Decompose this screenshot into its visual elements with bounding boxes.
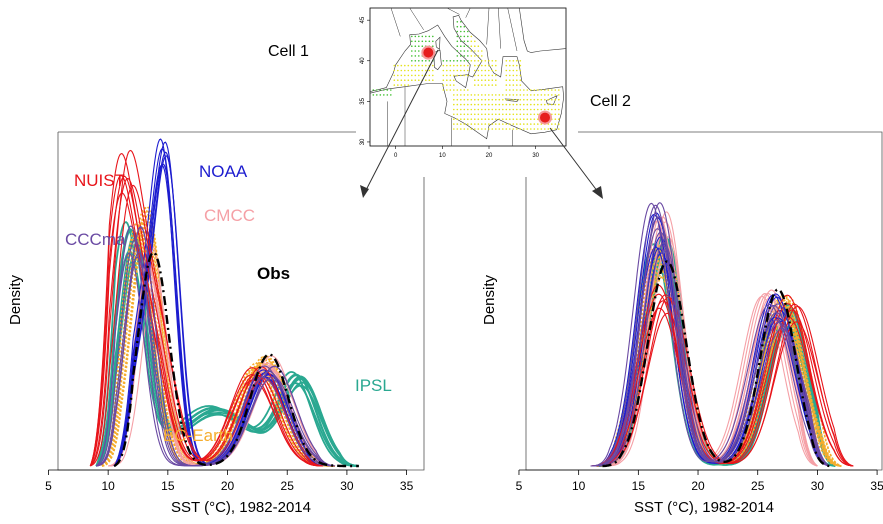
map-lon-tick-label: 20	[486, 153, 493, 159]
label-obs: Obs	[257, 264, 290, 283]
arrow-cell-1-head	[360, 185, 369, 198]
x-tick-label: 5	[45, 479, 52, 493]
density-line-cccma	[95, 252, 335, 467]
map-cell-markers	[421, 45, 552, 125]
x-tick-label: 20	[221, 479, 235, 493]
x-tick-label: 10	[101, 479, 115, 493]
label-noaa: NOAA	[199, 162, 248, 181]
map-lon-tick-label: 0	[394, 153, 398, 159]
density-chart-cell-2: 5 10 15 20 25 30 35	[516, 202, 883, 493]
density-line-obs	[602, 260, 830, 468]
label-ec-earth: EC-Earth	[163, 426, 233, 445]
density-chart-cell-1: 5 10 15 20 25 30 35	[45, 138, 414, 493]
density-line-nuist	[89, 175, 323, 467]
map-lon-tick-label: 10	[439, 153, 446, 159]
right-density-curves	[590, 202, 854, 468]
density-line-cccma	[590, 228, 830, 467]
cell-2-label: Cell 2	[590, 93, 631, 110]
x-tick-label: 5	[516, 479, 523, 493]
label-nuist: NUIST	[74, 171, 125, 190]
density-line-ecearth	[101, 233, 335, 467]
x-tick-label: 20	[691, 479, 705, 493]
density-line-nuist	[89, 192, 323, 467]
right-y-axis-title: Density	[481, 274, 498, 325]
x-tick-label: 30	[811, 479, 825, 493]
map-marker	[538, 110, 552, 125]
map-inset: 30 35 40 45 0 10 20 30	[360, 7, 567, 159]
left-density-curves	[89, 138, 359, 468]
map-marker	[421, 45, 436, 60]
x-tick-label: 25	[281, 479, 295, 493]
map-grid-points	[372, 21, 560, 130]
right-panel-frame	[525, 131, 883, 471]
left-y-axis-title: Density	[7, 274, 24, 325]
x-tick-label: 30	[340, 479, 354, 493]
x-tick-label: 35	[400, 479, 414, 493]
arrow-cell-2-head	[592, 186, 603, 199]
density-line-ecearth	[596, 256, 842, 467]
density-line-nuist	[90, 184, 324, 467]
map-lon-tick-label: 30	[532, 153, 539, 159]
map-lat-tick-label: 45	[360, 16, 366, 23]
map-axes: 30 35 40 45 0 10 20 30	[360, 16, 540, 159]
label-cmcc: CMCC	[204, 206, 255, 225]
map-lat-tick-label: 35	[360, 97, 366, 104]
density-line-ecearth	[101, 236, 335, 467]
x-tick-label: 25	[751, 479, 765, 493]
density-line-obs	[113, 250, 359, 468]
map-coastlines	[369, 7, 567, 146]
map-lat-tick-label: 30	[360, 138, 366, 145]
x-tick-label: 10	[572, 479, 586, 493]
density-line-ecearth	[596, 249, 842, 467]
cell-1-label: Cell 1	[268, 43, 309, 60]
arrow-cell-1	[362, 49, 439, 197]
label-cccma: CCCma	[65, 230, 126, 249]
density-line-ecearth	[101, 232, 335, 467]
left-x-axis-title: SST (°C), 1982-2014	[171, 499, 311, 516]
density-line-ecearth	[102, 215, 335, 467]
right-x-axis-title: SST (°C), 1982-2014	[634, 499, 774, 516]
x-tick-label: 15	[161, 479, 175, 493]
density-line-cccma	[590, 231, 830, 467]
density-line-cccma	[590, 241, 830, 467]
density-line-nuist	[590, 307, 854, 467]
x-tick-label: 35	[870, 479, 883, 493]
arrow-cell-2	[549, 127, 602, 197]
map-lat-tick-label: 40	[360, 57, 366, 64]
right-x-axis: 5 10 15 20 25 30 35	[516, 469, 883, 493]
label-ipsl: IPSL	[355, 376, 392, 395]
left-x-axis: 5 10 15 20 25 30 35	[45, 469, 414, 493]
x-tick-label: 15	[632, 479, 646, 493]
